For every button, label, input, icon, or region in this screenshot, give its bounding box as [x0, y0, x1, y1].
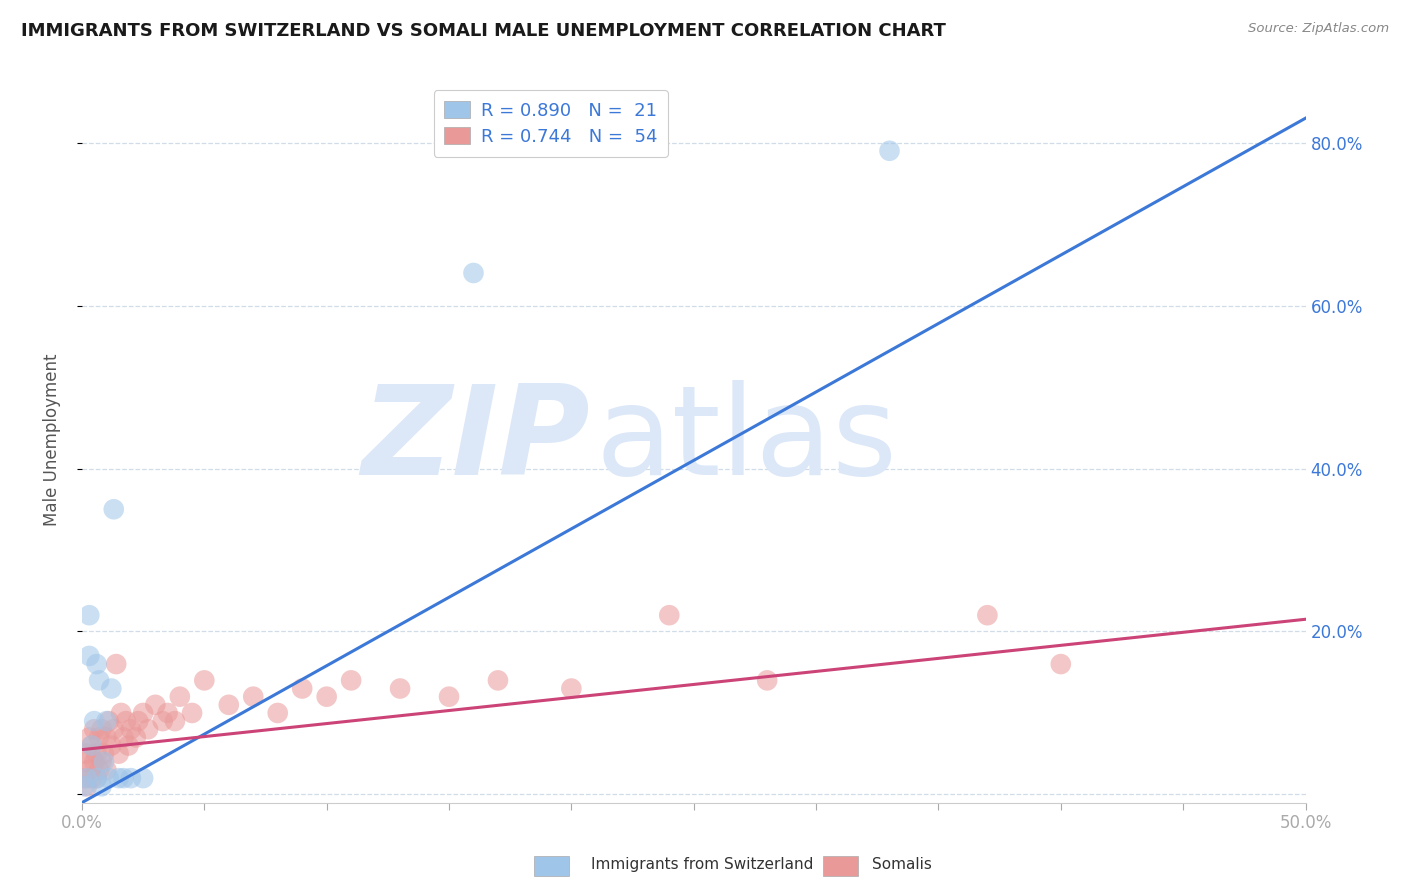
Point — [756, 673, 779, 688]
Point — [90, 780, 112, 794]
Point — [73, 771, 96, 785]
Point — [100, 739, 122, 753]
Text: ZIP: ZIP — [361, 379, 589, 500]
Point — [486, 673, 509, 688]
Point — [80, 739, 103, 753]
Point — [560, 681, 582, 696]
Text: IMMIGRANTS FROM SWITZERLAND VS SOMALI MALE UNEMPLOYMENT CORRELATION CHART: IMMIGRANTS FROM SWITZERLAND VS SOMALI MA… — [21, 22, 946, 40]
Point — [242, 690, 264, 704]
Point — [103, 502, 125, 516]
Point — [120, 723, 142, 737]
Point — [127, 714, 149, 728]
Point — [100, 681, 122, 696]
Point — [125, 731, 148, 745]
Point — [93, 747, 115, 761]
Point — [112, 731, 135, 745]
Point — [76, 771, 98, 785]
Point — [218, 698, 240, 712]
Point — [79, 763, 101, 777]
Point — [83, 755, 105, 769]
Point — [120, 771, 142, 785]
Point — [76, 747, 98, 761]
Point — [181, 706, 204, 720]
Point — [96, 763, 118, 777]
Point — [96, 714, 118, 728]
Point — [86, 657, 108, 671]
Point — [86, 771, 108, 785]
Point — [96, 731, 118, 745]
Text: atlas: atlas — [596, 379, 898, 500]
Point — [103, 723, 125, 737]
Text: Immigrants from Switzerland: Immigrants from Switzerland — [591, 857, 813, 872]
Point — [87, 763, 110, 777]
Point — [152, 714, 174, 728]
Point — [97, 771, 120, 785]
Point — [93, 755, 115, 769]
Point — [132, 706, 155, 720]
Point — [389, 681, 412, 696]
Point — [83, 714, 105, 728]
Point — [132, 771, 155, 785]
Point — [112, 771, 135, 785]
Point — [86, 771, 108, 785]
Point — [110, 706, 132, 720]
Point — [90, 723, 112, 737]
Point — [193, 673, 215, 688]
Point — [90, 755, 112, 769]
Point — [107, 747, 129, 761]
Point — [437, 690, 460, 704]
Point — [86, 747, 108, 761]
Point — [879, 144, 901, 158]
Point — [79, 731, 101, 745]
Point — [463, 266, 485, 280]
Point — [76, 780, 98, 794]
Point — [115, 714, 138, 728]
Text: Somalis: Somalis — [872, 857, 932, 872]
Legend: R = 0.890   N =  21, R = 0.744   N =  54: R = 0.890 N = 21, R = 0.744 N = 54 — [433, 90, 668, 157]
Point — [156, 706, 179, 720]
Point — [107, 771, 129, 785]
Point — [83, 723, 105, 737]
Text: Source: ZipAtlas.com: Source: ZipAtlas.com — [1249, 22, 1389, 36]
Point — [136, 723, 159, 737]
Point — [97, 714, 120, 728]
Point — [1049, 657, 1071, 671]
Point — [145, 698, 167, 712]
Point — [267, 706, 290, 720]
Point — [73, 780, 96, 794]
Point — [163, 714, 186, 728]
Point — [291, 681, 314, 696]
Point — [105, 657, 128, 671]
Point — [340, 673, 363, 688]
Point — [658, 608, 681, 623]
Point — [117, 739, 139, 753]
Point — [79, 648, 101, 663]
Point — [80, 739, 103, 753]
Point — [73, 755, 96, 769]
Point — [80, 771, 103, 785]
Y-axis label: Male Unemployment: Male Unemployment — [44, 354, 60, 526]
Point — [169, 690, 191, 704]
Point — [87, 731, 110, 745]
Point — [87, 673, 110, 688]
Point — [315, 690, 337, 704]
Point — [976, 608, 998, 623]
Point — [79, 608, 101, 623]
